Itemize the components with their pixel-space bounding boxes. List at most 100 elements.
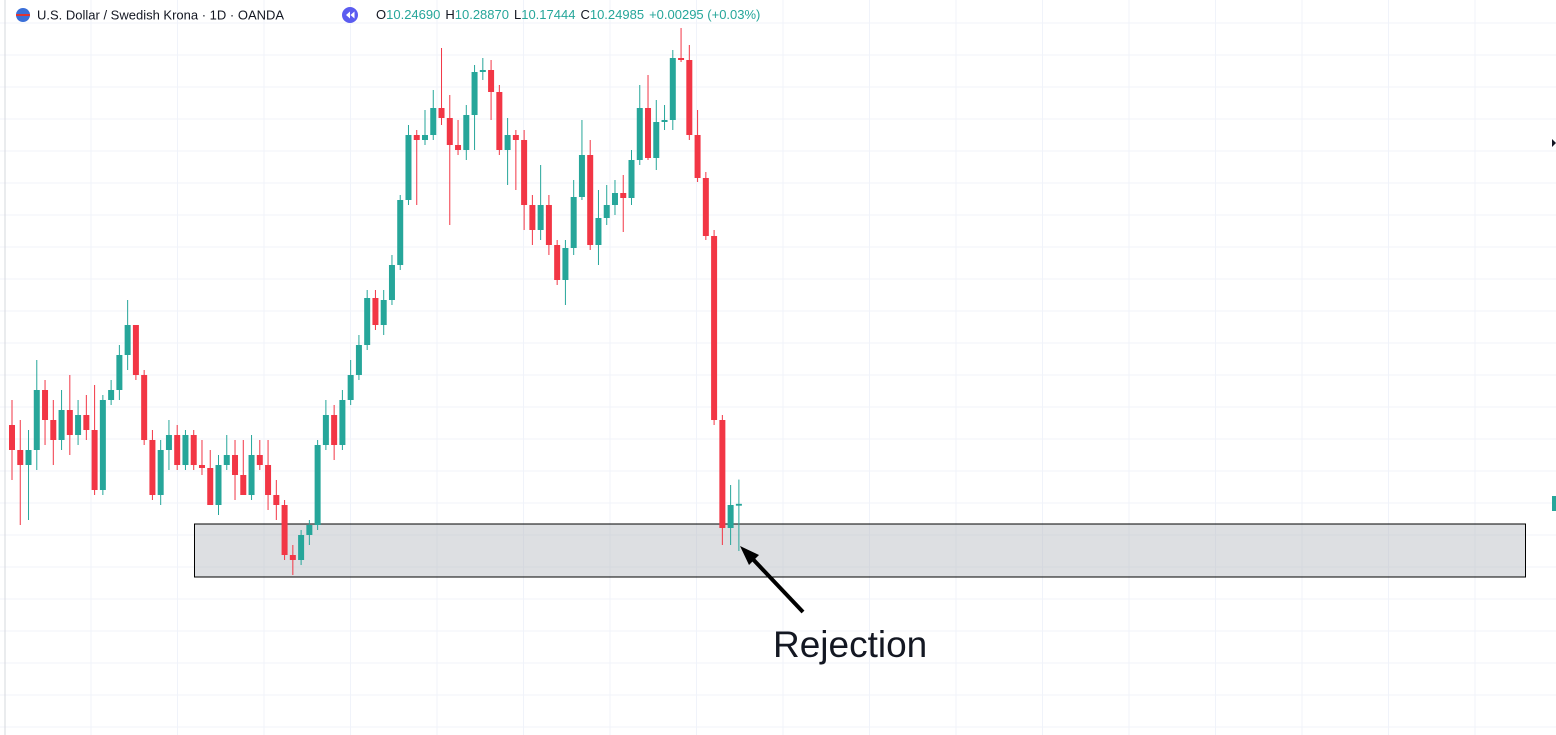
candle-body bbox=[182, 435, 189, 465]
candle-body bbox=[669, 58, 676, 120]
candle-body bbox=[504, 135, 511, 150]
candle-body bbox=[686, 60, 693, 135]
candle-body bbox=[620, 193, 627, 198]
candle-body bbox=[578, 155, 585, 197]
candle-body bbox=[364, 298, 371, 345]
annotation-arrowhead bbox=[740, 546, 759, 565]
price-marker bbox=[1552, 496, 1556, 511]
candle-body bbox=[537, 205, 544, 230]
candle-body bbox=[570, 197, 577, 248]
candle-body bbox=[108, 390, 115, 400]
candle-body bbox=[265, 465, 272, 495]
candle-body bbox=[455, 145, 462, 150]
candle-body bbox=[223, 455, 230, 465]
candle-body bbox=[678, 58, 685, 60]
candle-body bbox=[240, 475, 247, 495]
candle-body bbox=[380, 300, 387, 325]
ohlc-key: C bbox=[580, 7, 589, 22]
change: +0.00295 (+0.03%) bbox=[649, 7, 760, 22]
candle-body bbox=[611, 193, 618, 205]
candle-body bbox=[694, 135, 701, 178]
candle-body bbox=[545, 205, 552, 245]
candle-body bbox=[289, 555, 296, 560]
ohlc-readout: O10.24690 H10.28870 L10.17444 C10.24985 +0.0… bbox=[376, 7, 760, 22]
candle-body bbox=[83, 415, 90, 430]
candle-body bbox=[735, 503, 742, 506]
ohlc-value: 10.28870 bbox=[455, 7, 509, 22]
candle-body bbox=[314, 445, 321, 525]
candle-body bbox=[355, 345, 362, 375]
ohlc-key: H bbox=[445, 7, 454, 22]
scale-marker bbox=[1552, 139, 1556, 147]
candle-body bbox=[661, 120, 668, 122]
candle-body bbox=[727, 505, 734, 528]
candle-body bbox=[9, 425, 15, 450]
candle-body bbox=[636, 108, 643, 160]
candle-body bbox=[388, 265, 395, 300]
candle-body bbox=[149, 440, 156, 495]
support-zone bbox=[194, 523, 1526, 578]
candle-body bbox=[273, 495, 280, 505]
candle-body bbox=[719, 420, 726, 528]
candle-body bbox=[422, 135, 428, 140]
candle-body bbox=[281, 505, 288, 555]
candle-body bbox=[25, 450, 32, 465]
candle-body bbox=[174, 435, 181, 465]
candle-body bbox=[306, 525, 313, 535]
candle-body bbox=[298, 535, 305, 560]
candle-body bbox=[496, 92, 503, 150]
candle-body bbox=[207, 468, 214, 505]
annotation: Rejection bbox=[773, 624, 927, 665]
candle-body bbox=[141, 375, 148, 440]
annotation-arrow bbox=[746, 552, 805, 614]
ohlc-key: O bbox=[376, 7, 386, 22]
candle-body bbox=[587, 155, 594, 245]
candle-body bbox=[190, 435, 197, 465]
candle-body bbox=[603, 205, 610, 218]
candle-body bbox=[653, 122, 660, 158]
candle-body bbox=[702, 178, 709, 236]
candle-body bbox=[595, 218, 602, 245]
candle-body bbox=[562, 248, 569, 280]
candle-body bbox=[521, 140, 528, 205]
candle-body bbox=[132, 325, 139, 375]
candle-body bbox=[512, 135, 519, 140]
candle-body bbox=[339, 400, 346, 445]
candle-body bbox=[628, 160, 635, 198]
ohlc-value: 10.24985 bbox=[590, 7, 644, 22]
candle-body bbox=[215, 465, 222, 505]
ohlc-values: O10.24690 H10.28870 L10.17444 C10.24985 +0.0… bbox=[376, 7, 760, 22]
candle-body bbox=[471, 72, 478, 115]
candle-body bbox=[554, 245, 561, 280]
candle-body bbox=[33, 390, 40, 450]
candle-body bbox=[165, 435, 172, 450]
candle-body bbox=[198, 465, 205, 468]
candle-body bbox=[397, 200, 404, 265]
candle-body bbox=[430, 108, 437, 135]
candle-body bbox=[372, 298, 379, 325]
candle-body bbox=[256, 455, 263, 465]
candle-body bbox=[331, 415, 338, 445]
candle-body bbox=[248, 455, 255, 495]
candle-body bbox=[488, 70, 495, 92]
ohlc-value: 10.17444 bbox=[521, 7, 575, 22]
candle-body bbox=[50, 420, 57, 440]
candle-body bbox=[438, 108, 445, 118]
candle-body bbox=[17, 450, 24, 465]
symbol-icon-stripe bbox=[16, 14, 30, 16]
candle-body bbox=[529, 205, 536, 230]
plot bbox=[9, 28, 1526, 578]
ohlc-value: 10.24690 bbox=[386, 7, 440, 22]
candle-body bbox=[645, 108, 652, 158]
candle-body bbox=[124, 325, 131, 355]
candle-body bbox=[232, 455, 239, 475]
candle-body bbox=[58, 410, 65, 440]
candle-body bbox=[479, 70, 486, 72]
candle-body bbox=[91, 430, 98, 490]
candle-body bbox=[42, 390, 49, 420]
candle-body bbox=[66, 410, 73, 435]
candle-body bbox=[99, 400, 106, 490]
candle-body bbox=[116, 355, 123, 390]
